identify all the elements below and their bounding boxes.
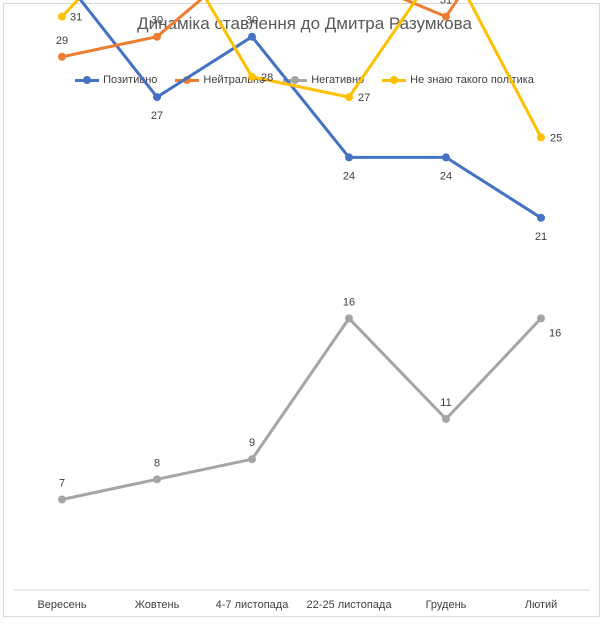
data-label: 24 [343,170,355,182]
x-tick-label: Вересень [37,599,86,611]
data-label: 7 [59,478,65,490]
data-label: 24 [440,170,452,182]
data-point [58,52,66,61]
legend-label: Не знаю такого політика [410,74,534,86]
data-point [442,415,450,423]
data-label: 31 [70,12,82,24]
x-tick-label: 22-25 листопада [307,599,393,611]
data-point [248,32,256,41]
data-label: 29 [56,35,68,47]
data-label: 27 [358,92,370,104]
data-label: 27 [151,110,163,122]
data-label: 16 [343,296,355,308]
data-point [153,93,161,102]
legend-item: Позитивно [75,74,157,86]
legend-label: Негативно [311,74,365,86]
data-label: 9 [249,437,255,449]
data-point [58,495,66,504]
data-label: 16 [549,327,561,339]
data-point [537,314,545,323]
series-line [60,0,543,138]
data-label: 21 [535,231,547,243]
data-label: 33 [56,0,68,1]
series-1-group [78,0,545,222]
legend-swatch [175,75,200,85]
legend-swatch [382,75,407,85]
data-point [442,12,450,21]
chart-title: Динаміка ставлення до Дмитра Разумкова [137,14,472,33]
data-label: 8 [154,457,160,469]
x-tick-label: Лютий [525,599,558,611]
data-label: 30 [151,15,163,27]
chart-frame [3,3,600,617]
data-point [248,455,256,464]
data-point [442,153,450,162]
data-point [345,153,353,162]
x-tick-label: Жовтень [135,599,180,611]
x-tick-label: 4-7 листопада [216,599,290,611]
x-tick-label: Грудень [426,599,467,611]
data-point [248,72,256,81]
data-label: 30 [246,15,258,27]
series-line [61,0,460,59]
legend-swatch [75,75,100,85]
data-point [58,12,66,21]
legend-label: Позитивно [103,74,158,86]
data-point [153,475,161,484]
data-label: 11 [440,397,451,409]
data-point [153,32,161,41]
data-point [345,314,353,323]
series-2-group [58,0,460,61]
data-point [537,213,545,222]
series-4-group [58,0,545,142]
data-label: 25 [550,132,562,144]
series-line [78,0,542,220]
legend-swatch [283,75,308,85]
data-point [345,93,353,102]
series-3-group [58,314,545,504]
data-label: 28 [261,72,273,84]
legend-item: Не знаю такого політика [382,74,534,86]
series-line [61,316,543,501]
legend-item: Негативно [283,74,364,86]
data-point [537,133,545,142]
data-label: 31 [440,0,452,7]
